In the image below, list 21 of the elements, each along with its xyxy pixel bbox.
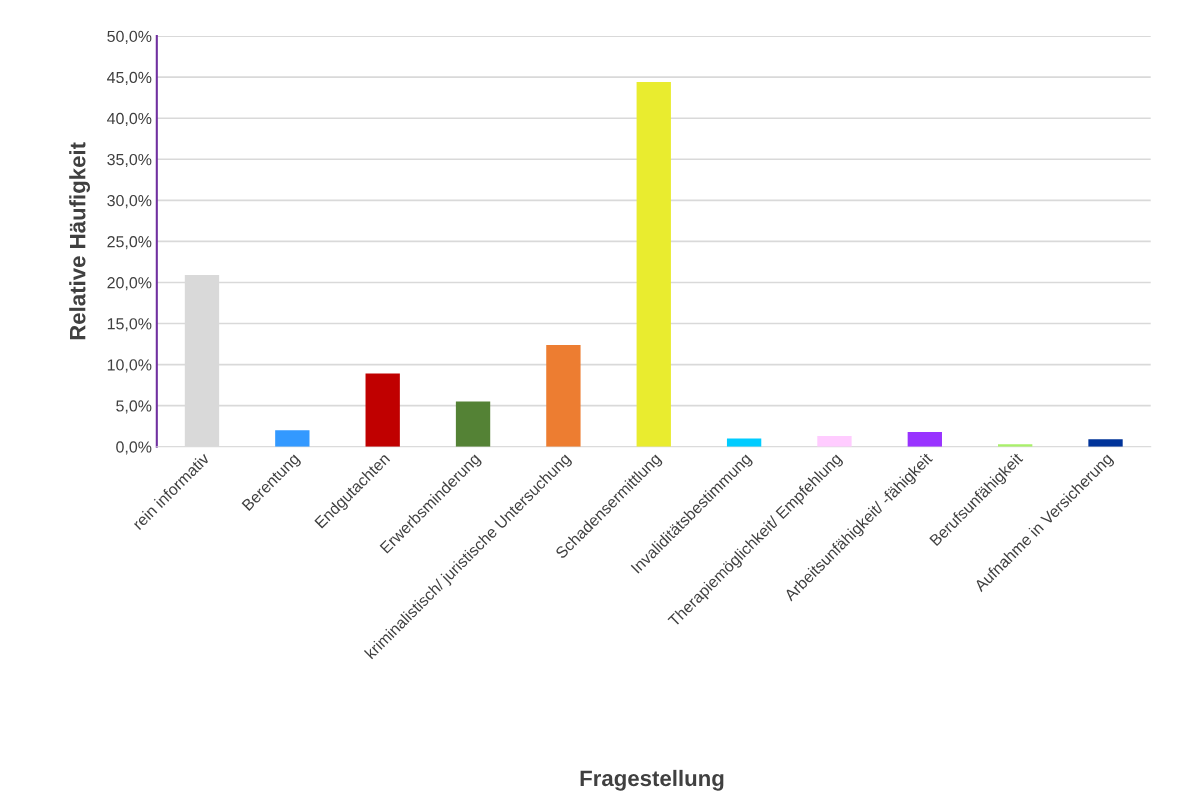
bar xyxy=(636,82,671,447)
y-tick-label: 10,0% xyxy=(107,359,152,373)
y-tick-label: 30,0% xyxy=(107,194,152,209)
y-tick-label: 35,0% xyxy=(107,153,152,168)
y-axis-title: Relative Häufigkeit xyxy=(69,142,90,340)
y-tick-label: 40,0% xyxy=(107,112,152,127)
y-tick-label: 5,0% xyxy=(116,400,152,414)
y-tick-label: 45,0% xyxy=(107,71,152,85)
y-tick-label: 25,0% xyxy=(107,236,152,250)
bar xyxy=(817,436,852,447)
y-tick-label: 50,0% xyxy=(107,30,152,44)
bar xyxy=(907,431,942,447)
y-tick-label: 0,0% xyxy=(116,441,152,455)
y-tick-label: 15,0% xyxy=(107,318,152,332)
bar xyxy=(455,401,491,447)
bar xyxy=(1088,439,1123,447)
bar xyxy=(365,373,400,447)
bar xyxy=(546,344,581,447)
y-tick-label: 20,0% xyxy=(107,277,152,291)
x-axis-title: Fragestellung xyxy=(580,769,724,791)
bar xyxy=(275,430,310,447)
